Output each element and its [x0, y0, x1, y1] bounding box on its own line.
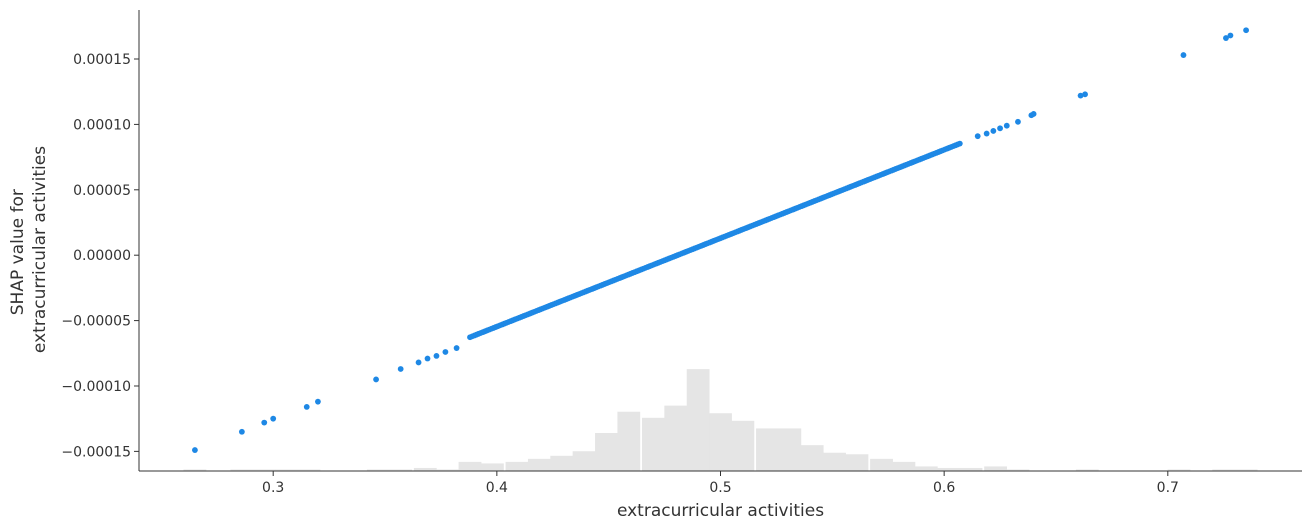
histogram-bar — [1212, 469, 1236, 471]
histogram-bar — [845, 454, 869, 471]
histogram-bar — [778, 428, 802, 471]
y-tick-label: −0.00010 — [61, 379, 131, 395]
histogram-bar — [641, 417, 665, 471]
scatter-point — [956, 140, 963, 147]
histogram-bar — [664, 405, 688, 471]
scatter-point — [1227, 32, 1234, 39]
y-tick-label: 0.00015 — [73, 52, 131, 68]
scatter-point — [270, 415, 277, 422]
histogram-bar — [1006, 469, 1030, 471]
histogram-bar — [252, 469, 276, 471]
scatter-point — [974, 133, 981, 140]
scatter-point — [1015, 118, 1021, 125]
scatter-point — [1082, 91, 1088, 98]
x-tick-label: 0.6 — [933, 480, 955, 496]
y-tick-label: 0.00010 — [73, 117, 131, 133]
scatter-point — [415, 359, 422, 366]
y-axis-title: SHAP value for extracurricular activitie… — [8, 146, 50, 353]
scatter-point — [1030, 111, 1037, 117]
histogram-bar — [458, 461, 482, 471]
histogram-bar — [617, 411, 641, 471]
histogram-bar — [731, 420, 755, 471]
histogram-bar — [505, 461, 529, 471]
y-axis-title-line-1: SHAP value for — [8, 189, 28, 315]
histogram-bar — [527, 458, 551, 471]
scatter-points-layer — [192, 27, 1249, 453]
scatter-point — [1003, 122, 1010, 129]
scatter-point — [261, 419, 268, 426]
scatter-point — [1243, 27, 1249, 34]
histogram-bar — [230, 469, 254, 471]
y-tick-label: −0.00005 — [61, 314, 131, 330]
scatter-point — [315, 398, 321, 405]
x-tick-label: 0.7 — [1157, 480, 1179, 496]
scatter-point — [1077, 92, 1084, 99]
histogram-bar — [870, 458, 893, 471]
y-tick-label: −0.00015 — [61, 444, 131, 460]
scatter-point — [397, 366, 404, 372]
histogram-bar — [984, 466, 1008, 471]
scatter-point — [192, 447, 198, 453]
scatter-point — [303, 404, 310, 410]
scatter-point — [1223, 35, 1229, 41]
histogram-layer — [183, 369, 1258, 471]
histogram-bar — [183, 469, 207, 471]
scatter-point — [424, 355, 431, 362]
histogram-bar — [800, 445, 824, 471]
histogram-bar — [413, 467, 437, 471]
y-tick-label: 0.00005 — [73, 183, 131, 199]
y-axis-title-line-2: extracurricular activities — [30, 146, 50, 353]
scatter-point — [997, 125, 1003, 132]
histogram-bar — [1075, 469, 1099, 471]
scatter-point — [238, 428, 245, 435]
y-tick-label: 0.00000 — [73, 248, 131, 264]
histogram-bar — [892, 461, 916, 471]
histogram-bar — [366, 469, 390, 471]
histogram-bar — [389, 469, 413, 471]
scatter-point — [1180, 52, 1187, 58]
histogram-bar — [297, 469, 321, 471]
histogram-bar — [550, 455, 574, 471]
histogram-bar — [937, 467, 961, 471]
y-ticks: 0.00015 0.00010 0.00005 0.00000 −0.00005 −0.0… — [61, 52, 139, 460]
histogram-bar — [823, 452, 846, 471]
histogram-bar — [480, 463, 504, 471]
histogram-bar — [686, 369, 710, 471]
scatter-point — [453, 345, 460, 351]
scatter-point — [983, 130, 990, 137]
histogram-bar — [572, 451, 596, 471]
histogram-bar — [1234, 469, 1258, 471]
scatter-point — [990, 128, 997, 134]
histogram-bar — [595, 432, 618, 471]
x-axis-title: extracurricular activities — [617, 501, 824, 521]
histogram-bar — [1167, 469, 1191, 471]
x-tick-label: 0.4 — [486, 480, 508, 496]
scatter-point — [373, 376, 379, 383]
x-ticks: 0.3 0.4 0.5 0.6 0.7 — [262, 471, 1179, 496]
scatter-point — [433, 353, 440, 359]
x-tick-label: 0.5 — [709, 480, 731, 496]
histogram-bar — [914, 466, 938, 471]
histogram-bar — [436, 469, 460, 471]
histogram-bar — [709, 413, 732, 471]
histogram-bar — [275, 469, 299, 471]
x-tick-label: 0.3 — [262, 480, 284, 496]
histogram-bar — [756, 428, 779, 471]
histogram-bar — [959, 467, 983, 471]
scatter-point — [442, 349, 449, 355]
